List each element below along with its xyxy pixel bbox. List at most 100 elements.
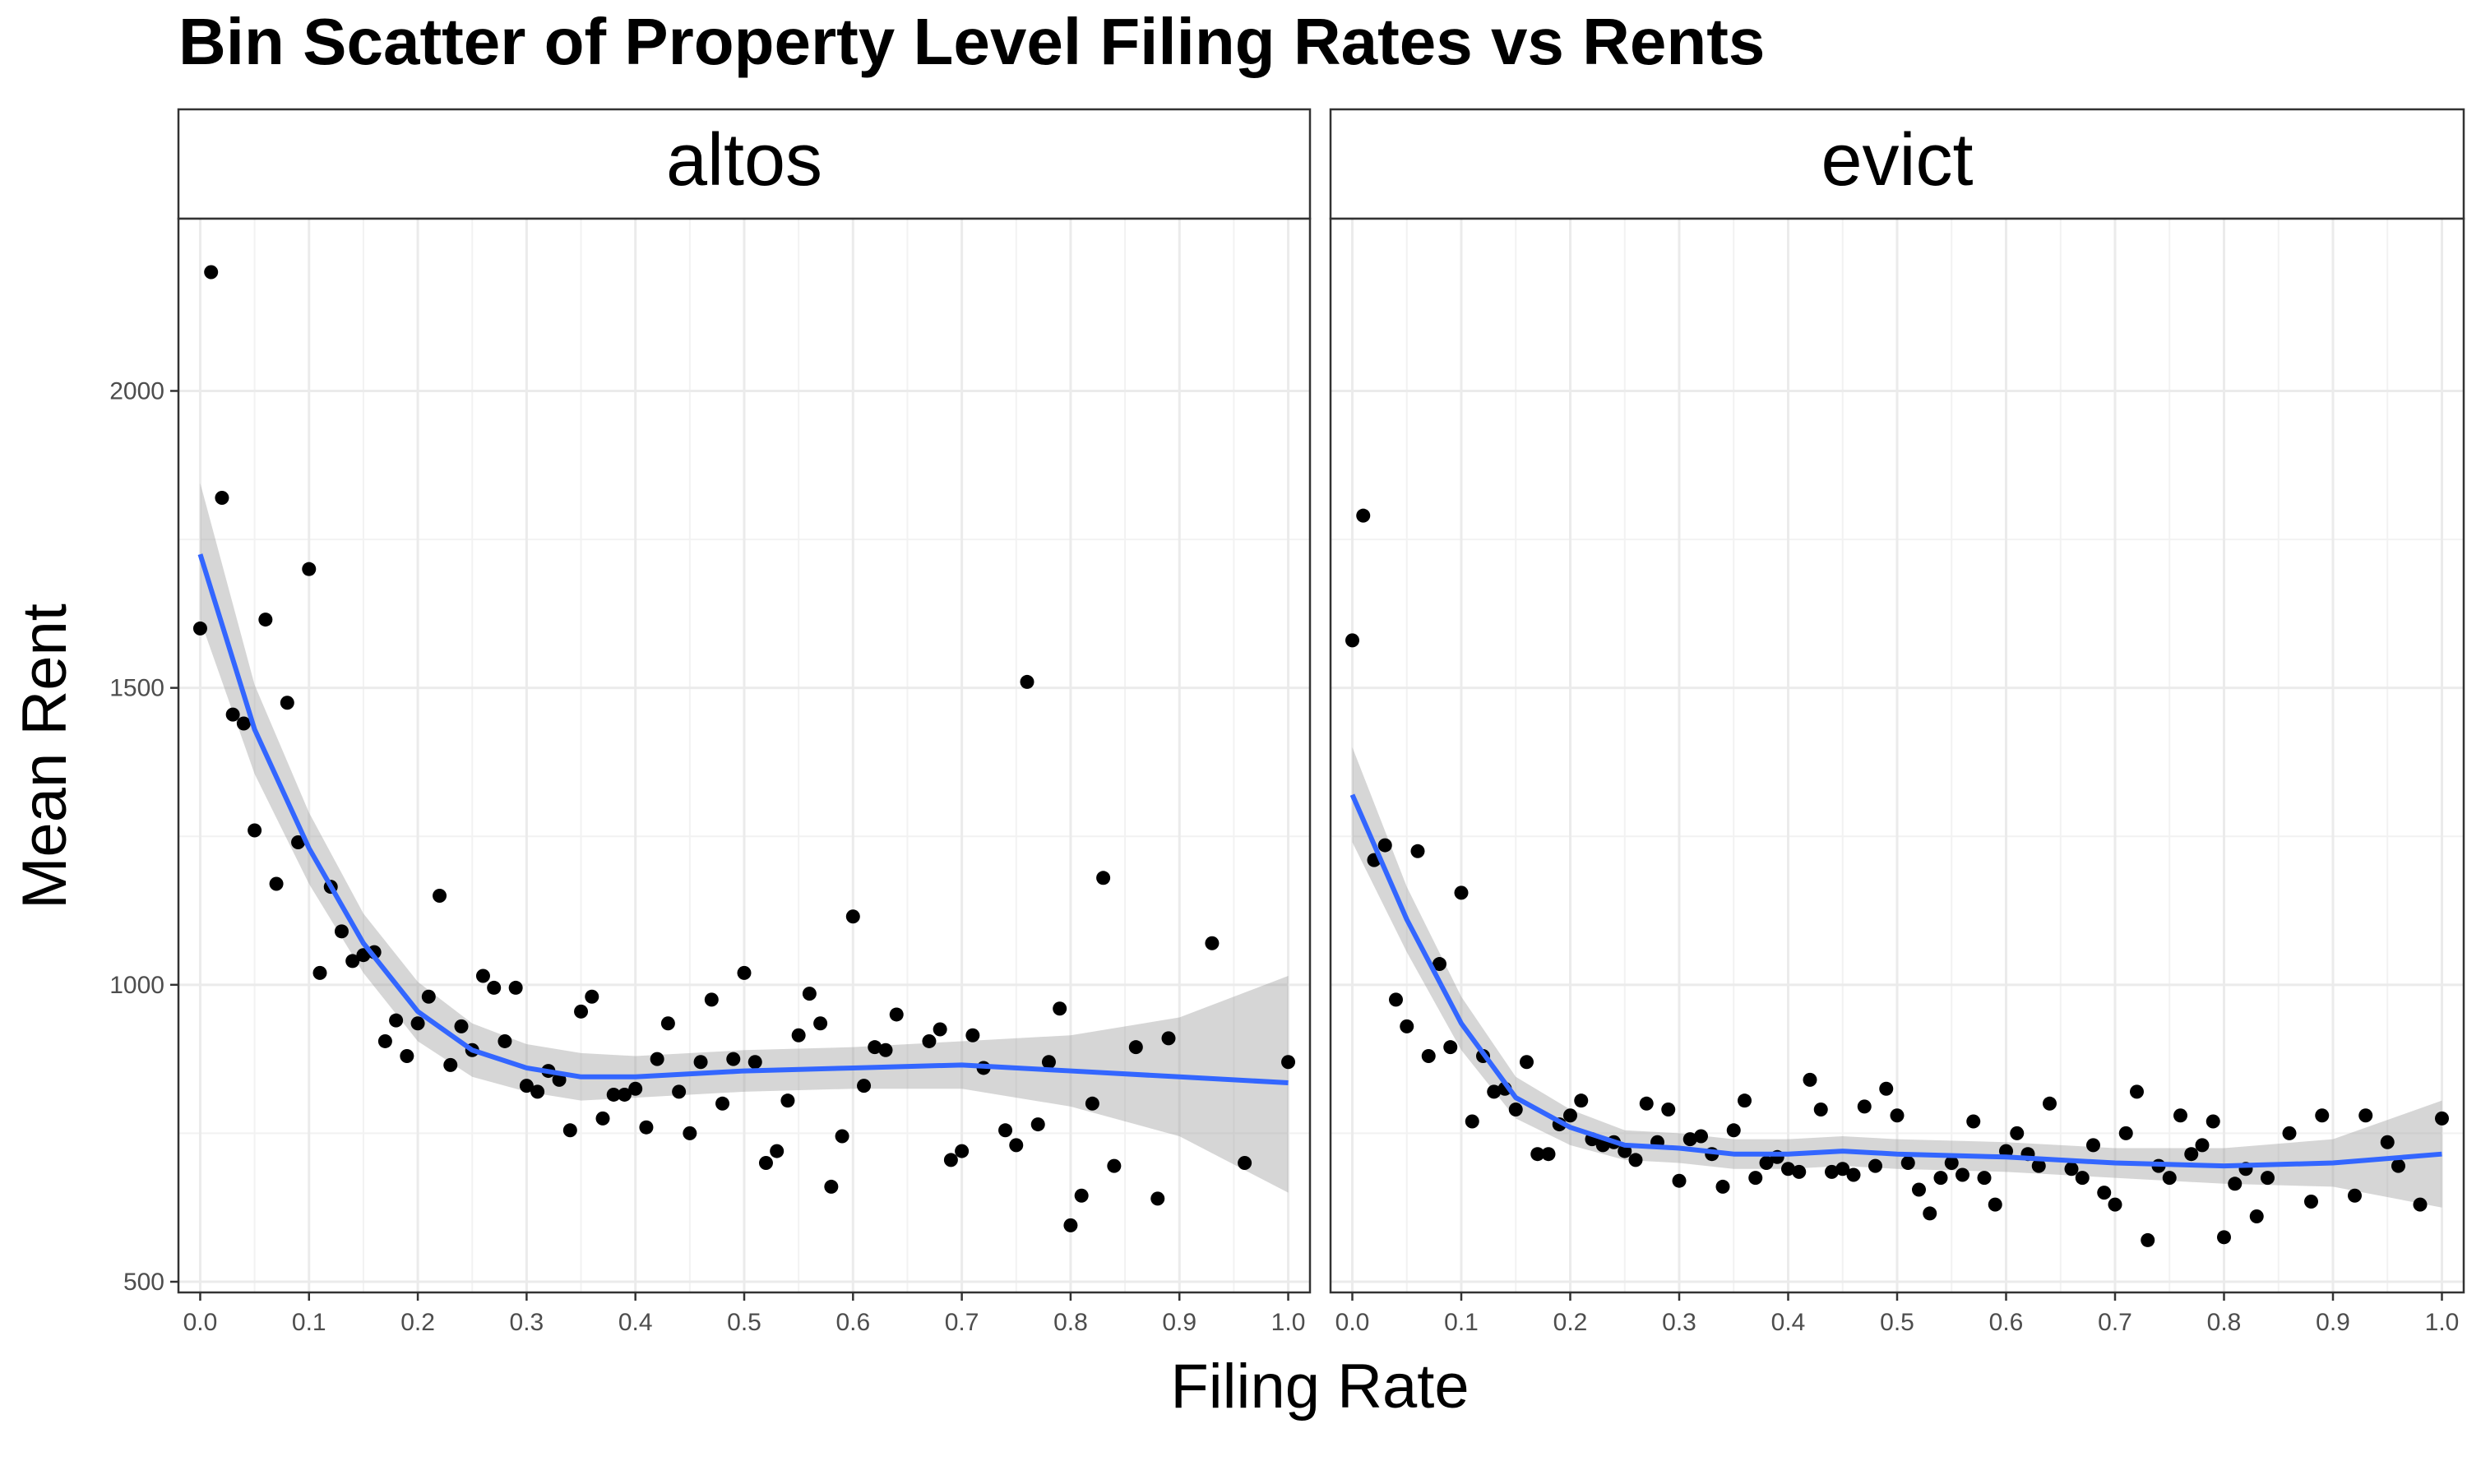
data-point: [443, 1057, 458, 1072]
data-point: [639, 1120, 654, 1135]
data-point: [410, 1016, 425, 1031]
data-point: [215, 491, 229, 506]
smooth-line: [1349, 793, 2442, 1169]
data-point: [878, 1042, 893, 1057]
data-point: [519, 1079, 534, 1093]
data-point: [1356, 508, 1371, 523]
data-point: [758, 1156, 773, 1171]
data-point: [2043, 1096, 2057, 1111]
data-point: [1628, 1153, 1643, 1167]
facet-panel-evict: evict 0.0 0.1 0.2 0.3 0.4 0.5 0.6 0.7 0.8 0.9 1.0: [1329, 108, 2465, 1336]
data-point: [2075, 1171, 2090, 1186]
y-axis-label: Mean Rent: [10, 603, 80, 909]
x-tick-label: 0.7: [2098, 1309, 2132, 1336]
data-point: [2380, 1135, 2395, 1149]
data-point: [780, 1093, 795, 1108]
x-tick-label: 0.9: [1162, 1309, 1196, 1336]
data-point: [2086, 1138, 2100, 1153]
x-tick-label: 0.5: [1880, 1309, 1914, 1336]
data-point: [1944, 1156, 1959, 1171]
data-point: [1128, 1040, 1143, 1055]
data-point: [660, 1016, 675, 1031]
data-point: [813, 1016, 828, 1031]
data-point: [2118, 1126, 2133, 1140]
data-point: [192, 621, 207, 636]
data-point: [1738, 1093, 1752, 1108]
data-point: [1487, 1084, 1502, 1099]
x-tick-label: 0.0: [183, 1309, 218, 1336]
data-point: [835, 1129, 849, 1144]
data-point: [1846, 1167, 1861, 1182]
data-point: [248, 823, 262, 838]
grid-lines: [1331, 219, 2464, 1292]
data-point: [2205, 1114, 2220, 1129]
data-point: [1956, 1167, 1969, 1182]
data-point: [2195, 1138, 2210, 1153]
facet-panels: altos 0.0 0.1 0.2 0.3 0.4 0.5 0.6 0.7 0.8 0.9 1.0 50…: [109, 108, 2465, 1336]
data-point: [1520, 1055, 1534, 1070]
data-point: [617, 1087, 632, 1102]
data-point: [857, 1079, 872, 1093]
x-tick-label: 0.6: [835, 1309, 870, 1336]
x-tick-label: 0.2: [400, 1309, 435, 1336]
data-point: [943, 1153, 958, 1167]
x-tick-label: 0.1: [292, 1309, 326, 1336]
data-point: [1107, 1158, 1122, 1173]
data-point: [2348, 1188, 2362, 1203]
data-point: [1563, 1108, 1577, 1123]
x-tick-label: 1.0: [2425, 1309, 2460, 1336]
data-point: [1454, 885, 1469, 900]
data-point: [1465, 1114, 1479, 1129]
data-point: [715, 1096, 730, 1111]
data-point: [770, 1144, 785, 1158]
x-tick-label: 0.7: [945, 1309, 979, 1336]
data-point: [1030, 1117, 1045, 1132]
data-point: [1857, 1099, 1872, 1114]
data-points: [1345, 508, 2449, 1247]
data-point: [225, 707, 240, 722]
data-point: [606, 1087, 621, 1102]
data-point: [1041, 1055, 1056, 1070]
data-point: [475, 969, 490, 983]
facet-strip-label: evict: [1821, 119, 1973, 201]
data-point: [2173, 1108, 2187, 1123]
data-point: [748, 1055, 762, 1070]
data-point: [269, 876, 284, 891]
x-tick-label: 0.4: [1771, 1309, 1806, 1336]
data-point: [2228, 1177, 2243, 1191]
data-point: [1966, 1114, 1981, 1129]
x-tick-label: 0.8: [2207, 1309, 2242, 1336]
x-axis-label: Filing Rate: [1170, 1352, 1469, 1422]
data-point: [650, 1052, 664, 1066]
data-point: [1988, 1197, 2002, 1212]
y-tick-label: 2000: [109, 377, 164, 405]
data-point: [1890, 1108, 1905, 1123]
data-point: [1682, 1132, 1697, 1147]
x-tick-label: 0.9: [2316, 1309, 2350, 1336]
data-point: [1053, 1001, 1067, 1016]
data-point: [2413, 1197, 2428, 1212]
x-tick-label: 0.3: [510, 1309, 544, 1336]
data-points: [192, 265, 1296, 1232]
data-point: [302, 562, 317, 576]
data-point: [2391, 1158, 2405, 1173]
data-point: [1389, 992, 1403, 1007]
data-point: [704, 992, 719, 1007]
data-point: [1868, 1158, 1882, 1173]
y-tick-label: 1500: [109, 675, 164, 702]
data-point: [2141, 1232, 2155, 1247]
data-point: [1085, 1096, 1099, 1111]
data-point: [1748, 1171, 1763, 1186]
data-point: [1715, 1179, 1730, 1194]
data-point: [726, 1052, 741, 1066]
data-point: [2097, 1186, 2112, 1200]
data-point: [2304, 1194, 2318, 1209]
data-point: [1345, 633, 1359, 648]
data-point: [1792, 1164, 1807, 1179]
data-point: [421, 989, 436, 1004]
data-point: [628, 1081, 643, 1096]
data-point: [2217, 1230, 2231, 1245]
data-point: [2162, 1171, 2177, 1186]
data-point: [1433, 957, 1446, 972]
data-point: [2010, 1126, 2025, 1140]
